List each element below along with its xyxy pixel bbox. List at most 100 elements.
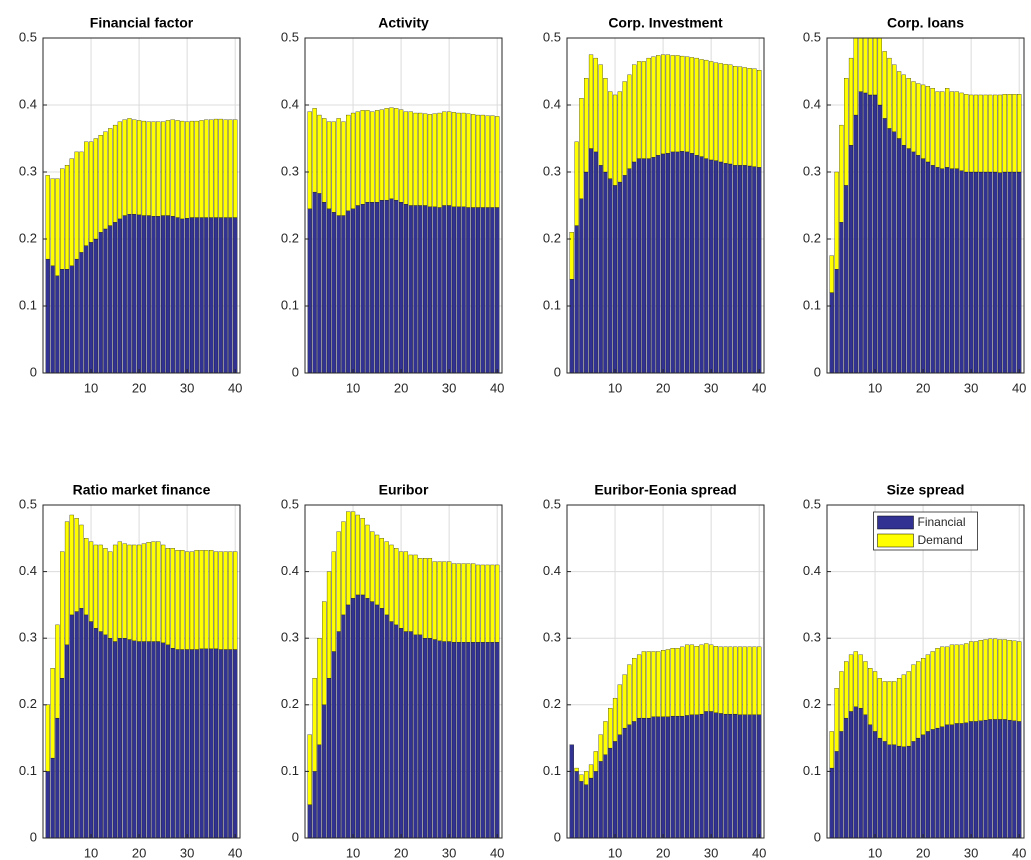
y-tick-label: 0.2	[543, 696, 561, 711]
bar	[88, 242, 94, 374]
bar	[156, 121, 161, 217]
bar	[858, 707, 863, 839]
bar	[868, 668, 873, 725]
axes-box	[304, 504, 503, 839]
bar	[55, 275, 60, 374]
bar	[365, 110, 370, 203]
bar	[868, 37, 873, 96]
bar	[892, 681, 897, 745]
bar	[829, 767, 834, 839]
bar	[973, 641, 979, 722]
bar	[603, 721, 608, 755]
bar	[117, 218, 122, 374]
bar	[1017, 641, 1022, 722]
bar	[432, 206, 437, 374]
bar	[466, 642, 471, 839]
x-tick-label: 10	[868, 845, 882, 860]
bar	[141, 641, 147, 839]
bar	[603, 754, 608, 839]
bar	[485, 642, 490, 839]
x-tick-label: 20	[656, 380, 670, 395]
bar	[74, 611, 79, 839]
bar	[223, 119, 228, 218]
bar	[233, 119, 238, 218]
bar	[127, 639, 132, 839]
bar	[699, 59, 704, 157]
bar	[432, 561, 437, 640]
y-tick-label: 0.3	[19, 630, 37, 645]
bar	[127, 214, 132, 374]
bar	[437, 112, 442, 208]
bar	[466, 563, 471, 643]
bar	[704, 158, 709, 374]
bar	[341, 215, 346, 374]
bar	[858, 91, 863, 374]
bar	[632, 721, 637, 839]
bar	[394, 108, 399, 201]
bar	[365, 524, 370, 599]
y-tick-label: 0.4	[543, 563, 561, 578]
bar	[312, 191, 317, 374]
bar	[194, 217, 199, 374]
bar	[752, 166, 757, 374]
bar	[641, 158, 646, 374]
bar	[646, 57, 651, 159]
bar	[442, 641, 447, 839]
bar	[98, 544, 103, 632]
bar	[112, 641, 118, 839]
bar	[598, 64, 603, 166]
y-tick-label: 0.1	[281, 763, 299, 778]
bar	[456, 563, 461, 643]
bar	[480, 564, 485, 643]
bar	[122, 638, 127, 839]
bar	[136, 120, 142, 216]
bar	[665, 153, 671, 374]
bar	[844, 185, 849, 374]
chart-title: Euribor	[379, 482, 429, 498]
bar	[117, 121, 122, 220]
bar	[954, 168, 959, 374]
bar	[427, 638, 433, 839]
bar	[485, 207, 490, 374]
bar	[612, 94, 618, 186]
y-tick-label: 0	[814, 364, 821, 379]
bar	[331, 212, 336, 374]
bar	[471, 207, 476, 374]
bar	[151, 121, 156, 217]
bar	[307, 804, 312, 839]
y-tick-label: 0.5	[803, 29, 821, 44]
y-tick-label: 0.4	[281, 563, 299, 578]
bar	[79, 608, 84, 839]
bar	[728, 64, 733, 165]
bar	[394, 624, 399, 839]
bar	[757, 714, 762, 839]
bar	[844, 78, 849, 186]
bar	[651, 651, 656, 717]
x-tick-label: 20	[132, 380, 146, 395]
bar	[656, 651, 661, 717]
bar	[911, 741, 916, 839]
bar	[877, 678, 882, 739]
x-tick-label: 30	[704, 845, 718, 860]
bar	[204, 648, 209, 839]
bar	[427, 114, 433, 207]
axes-box	[42, 37, 241, 374]
legend-label: Demand	[918, 533, 963, 547]
bar	[925, 731, 931, 839]
y-tick-label: 0	[292, 364, 299, 379]
bar	[656, 55, 661, 156]
y-tick-label: 0	[554, 829, 561, 844]
bar	[456, 112, 461, 207]
y-tick-label: 0	[30, 829, 37, 844]
bar	[437, 561, 442, 642]
bar	[723, 63, 728, 164]
bar	[50, 757, 55, 839]
bars	[307, 511, 500, 839]
bar	[901, 145, 906, 374]
bar	[935, 648, 940, 729]
bar	[199, 648, 204, 839]
bar	[161, 215, 166, 374]
bar	[204, 550, 209, 650]
x-tick-label: 30	[442, 845, 456, 860]
bar	[398, 109, 404, 203]
